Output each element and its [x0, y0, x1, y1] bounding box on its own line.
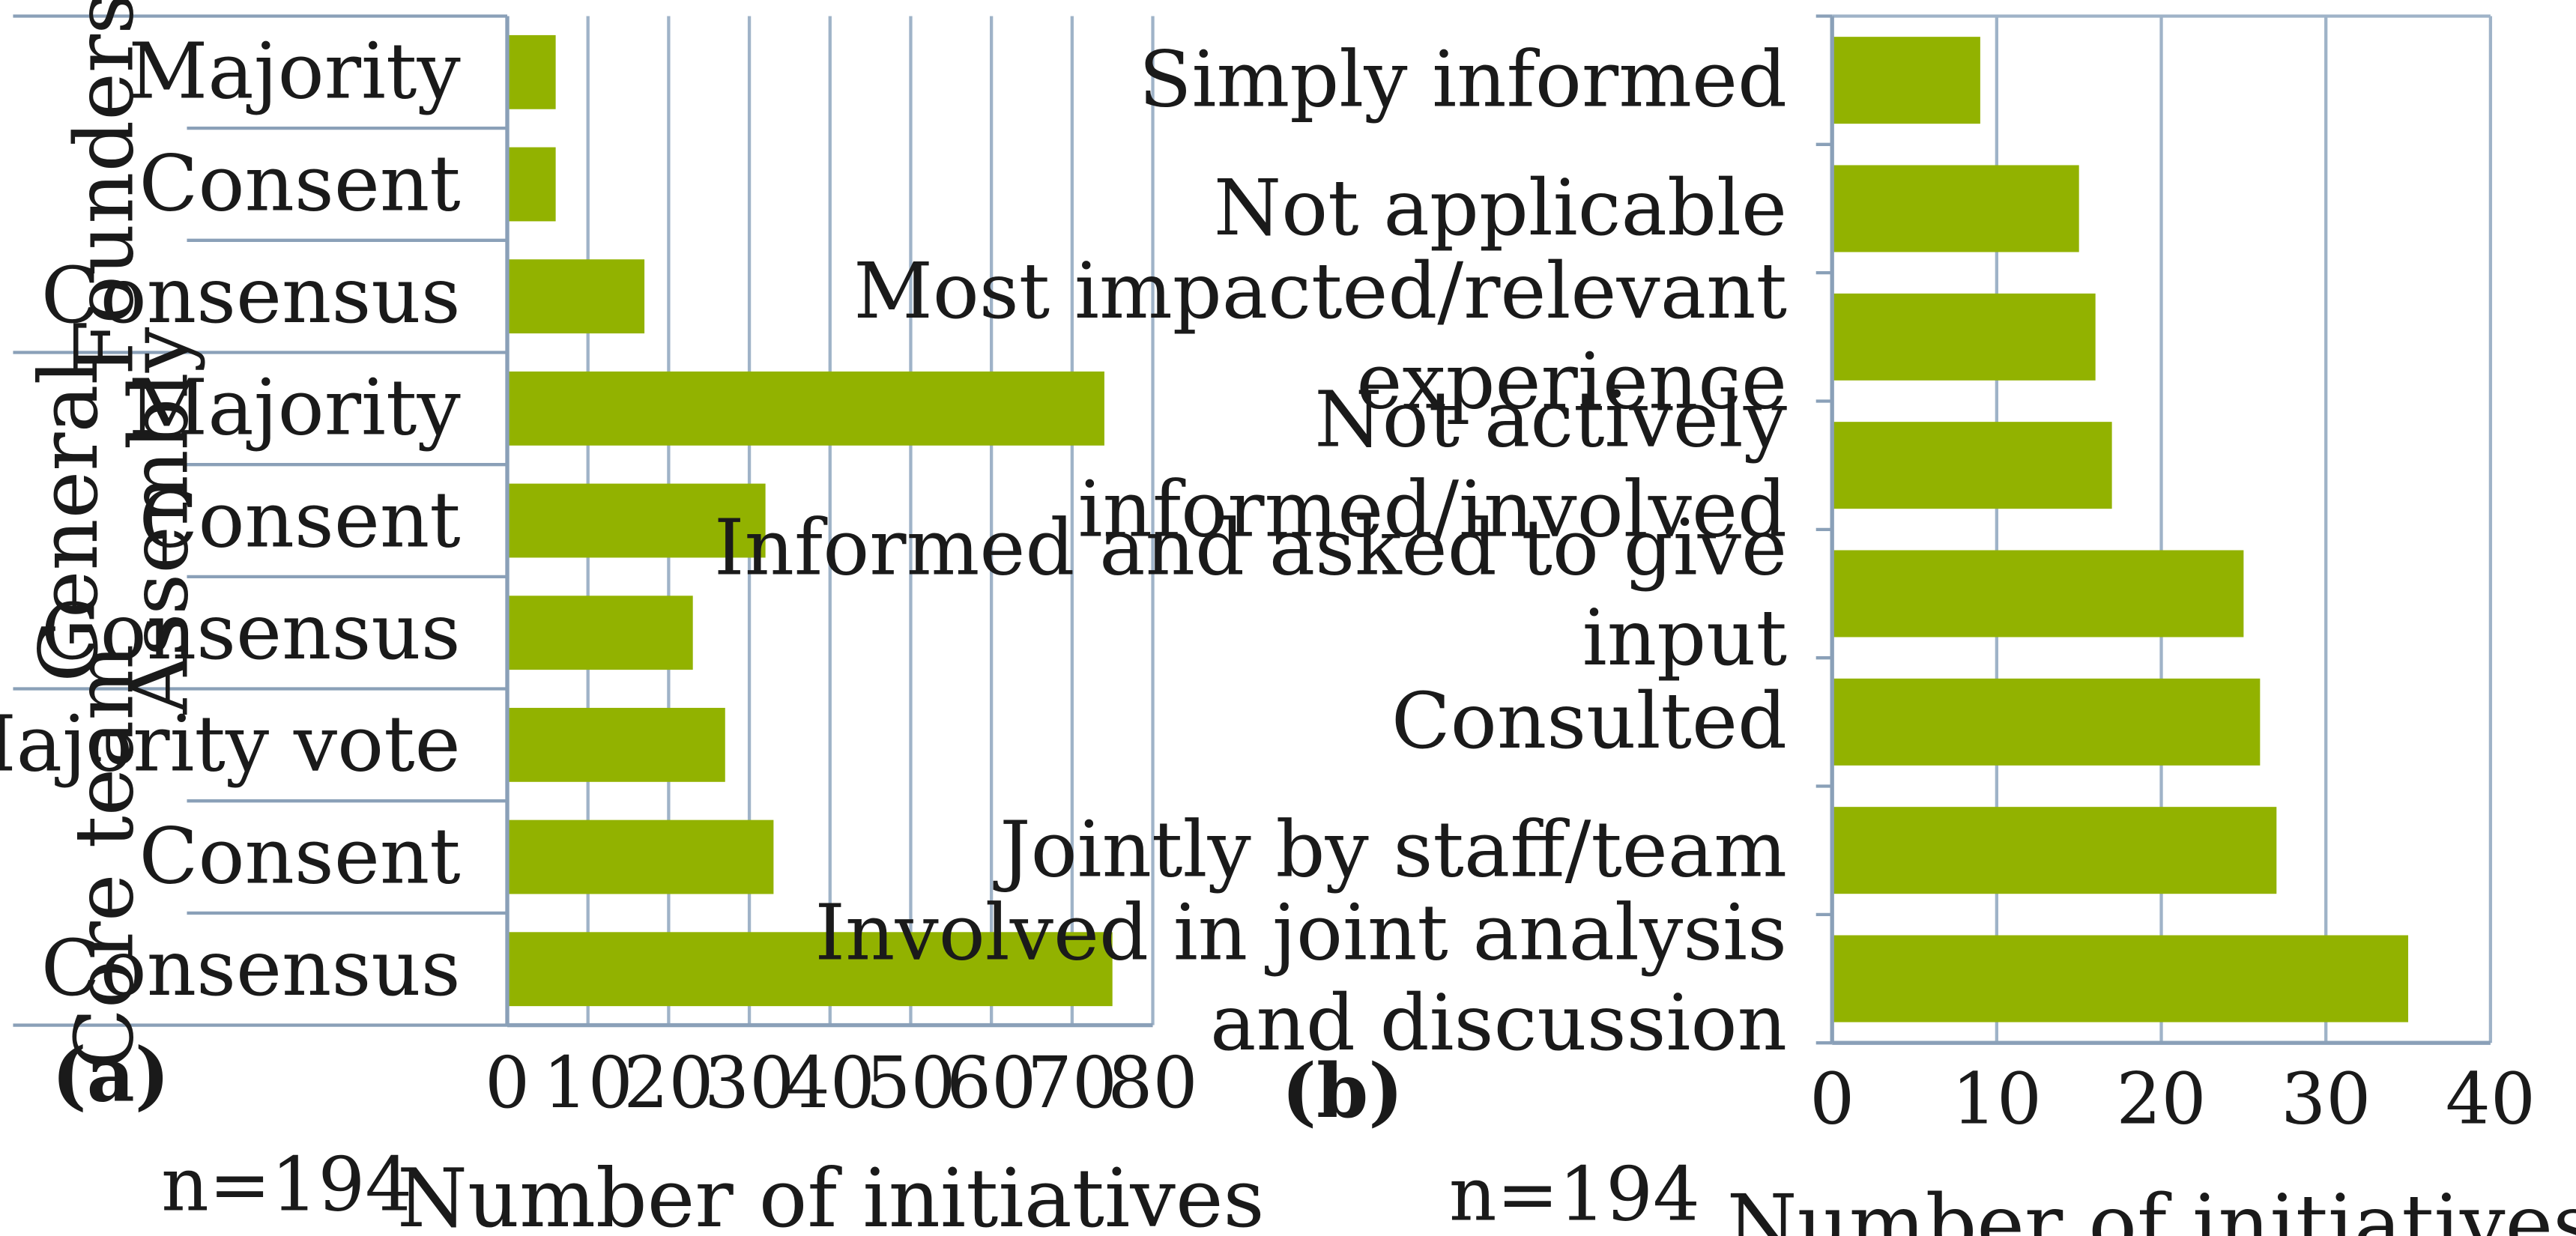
chart-b-x-axis-label: Number of initiatives — [1727, 1178, 2576, 1236]
chart-b-x-tick: 0 — [1809, 1058, 1854, 1141]
chart-b-x-tick: 10 — [1952, 1058, 2042, 1141]
chart-a-sample-size: n=194 — [161, 1142, 412, 1229]
chart-a-x-tick: 20 — [623, 1042, 713, 1124]
chart-b-category-label: Informed and asked to give input — [714, 503, 1787, 683]
chart-b-bar — [1832, 422, 2112, 509]
chart-b-axes — [1815, 14, 2491, 1045]
chart-a-category-label: Majority — [129, 27, 461, 117]
chart-a-x-tick: 50 — [865, 1042, 955, 1124]
chart-b-x-tick: 40 — [2446, 1058, 2536, 1141]
chart-a-x-tick: 70 — [1027, 1042, 1117, 1124]
chart-a-x-tick: 0 — [485, 1042, 530, 1124]
chart-a-x-tick: 80 — [1107, 1042, 1197, 1124]
chart-a-bar — [507, 483, 766, 558]
chart-a-bar — [507, 596, 693, 670]
chart-a-x-axis-label: Number of initiatives — [397, 1152, 1265, 1236]
chart-a-group-label: GeneralAssembly — [22, 327, 206, 715]
chart-a-category-label: Consensus — [41, 251, 461, 341]
chart-a-group-label: Core team — [58, 644, 151, 1070]
chart-a-bar — [507, 707, 725, 782]
chart-a-category-label: Consent — [139, 475, 461, 565]
chart-b-sample-size: n=194 — [1449, 1152, 1700, 1236]
chart-a-bar — [507, 34, 556, 109]
chart-a-x-tick: 40 — [785, 1042, 875, 1124]
chart-a-category-label: Consent — [139, 811, 461, 901]
chart-a-bar — [507, 259, 645, 334]
chart-b-category-label: Simply informed — [1139, 35, 1787, 125]
chart-b: 0 10 20 30 40 Simply informed Not applicableM… — [714, 14, 2576, 1236]
chart-b-category-label: Jointly by staff/team — [993, 805, 1787, 895]
chart-a-bar — [507, 932, 1113, 1007]
chart-b-bar — [1832, 293, 2096, 381]
chart-b-category-label: Most impacted/relevant experience — [853, 246, 1787, 426]
chart-a-bar — [507, 147, 556, 222]
chart-b-category-label: Not actively informed/involved — [1078, 375, 1787, 554]
chart-a-category-label: Consent — [139, 139, 461, 228]
chart-a-category-label: Majority — [129, 363, 461, 453]
chart-a-bar — [507, 371, 1104, 446]
chart-b-x-tick: 20 — [2116, 1058, 2206, 1141]
chart-b-panel-label: (b) — [1281, 1048, 1403, 1135]
chart-a-x-tick: 60 — [946, 1042, 1036, 1124]
chart-b-bar — [1832, 165, 2079, 252]
chart-a-panel-label: (a) — [52, 1032, 170, 1119]
chart-a-category-label: Majority vote — [0, 700, 461, 790]
chart-b-bar — [1832, 678, 2261, 766]
chart-b-x-tick: 30 — [2281, 1058, 2371, 1141]
chart-b-category-label: Consulted — [1391, 676, 1787, 766]
chart-b-bars — [1832, 37, 2409, 1023]
chart-b-ticks: 0 10 20 30 40 — [1809, 1058, 2536, 1141]
chart-a-group-label: Founders — [58, 0, 151, 375]
chart-a-gridlines — [505, 16, 1155, 1026]
chart-b-bar — [1832, 37, 1980, 124]
chart-a-category-labels: Majority Consent Consensus Majority Consent C… — [0, 27, 461, 1014]
chart-a-bars — [507, 34, 1113, 1007]
chart-b-bar — [1832, 935, 2409, 1023]
chart-a-bar — [507, 820, 774, 894]
chart-b-bar — [1832, 550, 2244, 637]
chart-a-category-label: Consensus — [41, 924, 461, 1014]
chart-b-bar — [1832, 807, 2277, 894]
chart-a-category-label: Consensus — [41, 587, 461, 677]
chart-b-category-label: Involved in joint analysis and discussion — [814, 888, 1787, 1068]
chart-a-x-tick: 30 — [704, 1042, 794, 1124]
chart-b-category-label: Not applicable — [1214, 163, 1787, 253]
chart-a-axes — [13, 14, 1153, 1028]
chart-a-x-tick: 10 — [543, 1042, 633, 1124]
